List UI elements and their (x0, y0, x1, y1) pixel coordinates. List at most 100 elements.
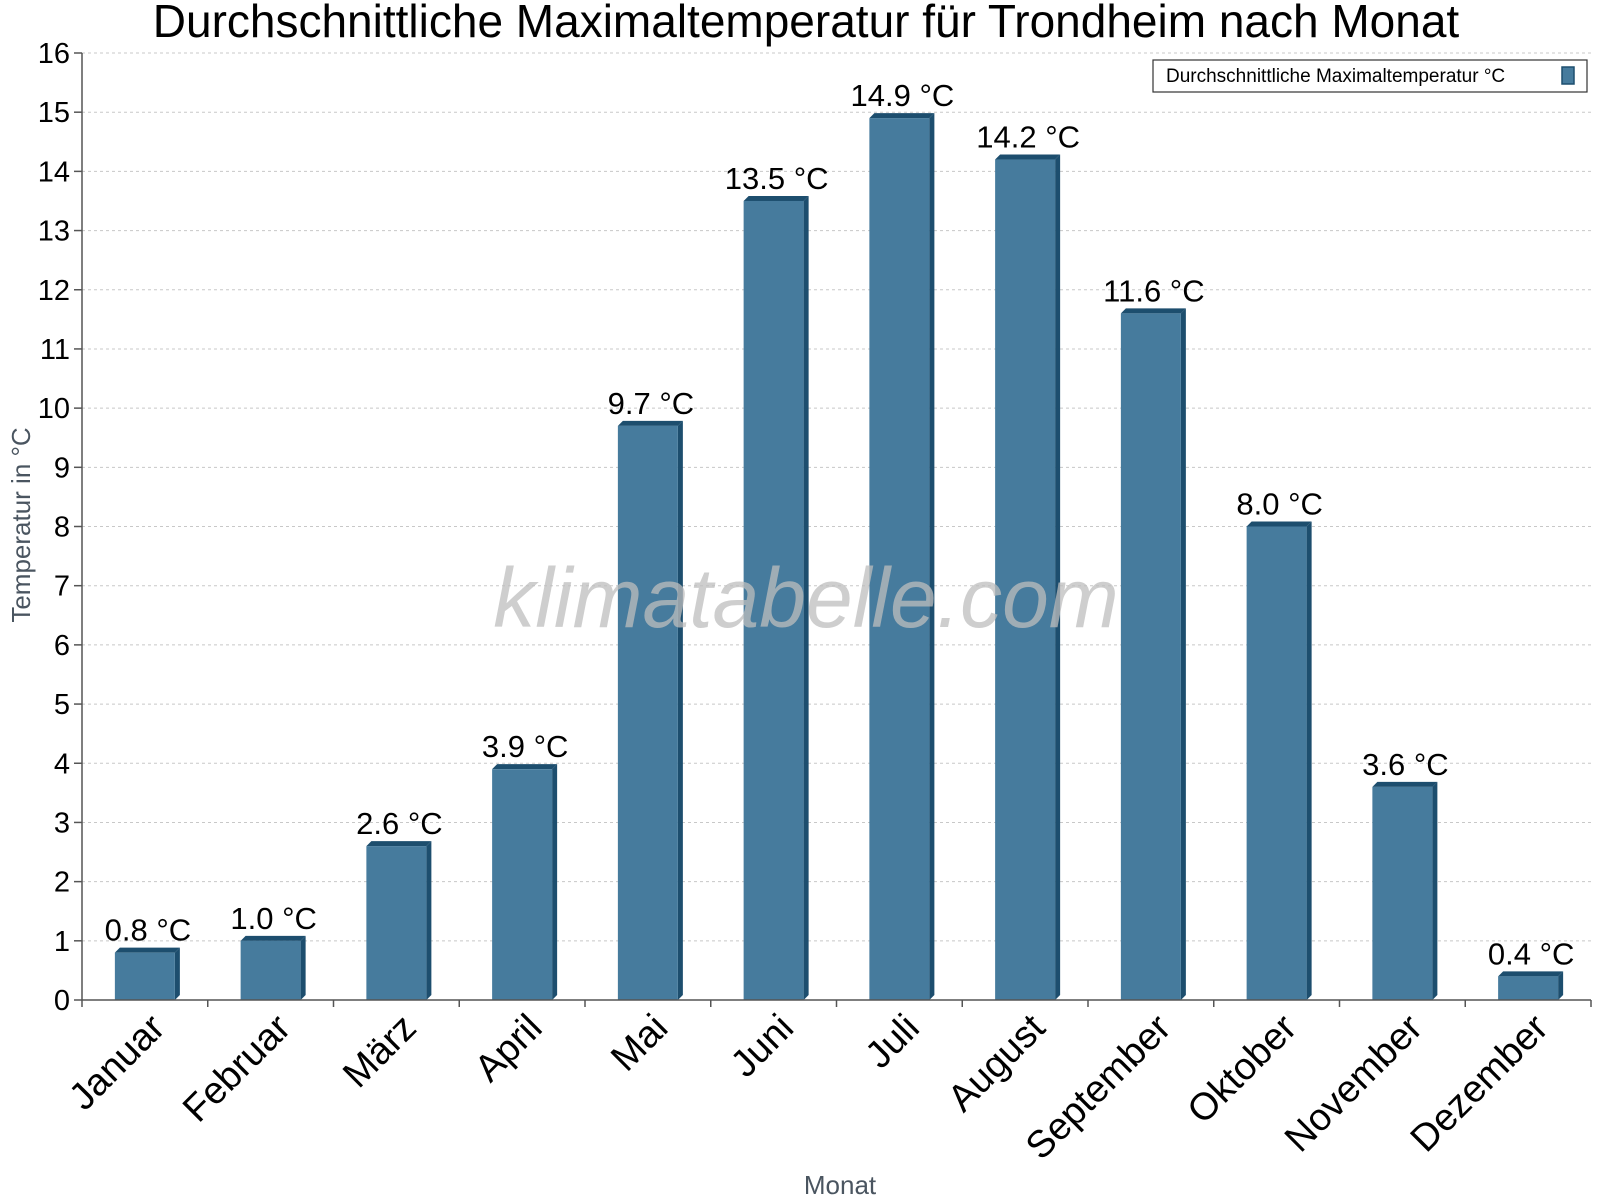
x-tick-label: April (467, 1007, 550, 1090)
bar-top (1372, 781, 1438, 787)
bar (1120, 308, 1186, 1000)
legend-swatch (1561, 66, 1575, 85)
value-labels: 0.8 °C 1.0 °C 2.6 °C 3.9 °C 9.7 °C 13.5 °C 14.… (105, 78, 1575, 971)
x-tick-label: November (1277, 1006, 1431, 1160)
bar-front (240, 940, 301, 1000)
bar (617, 420, 683, 1001)
y-tick-label: 4 (54, 748, 70, 780)
watermark: klimatabelle.com (493, 551, 1119, 645)
bar-side (552, 764, 558, 1000)
y-axis-label: Temperatur in °C (6, 427, 36, 622)
bar (114, 947, 180, 1000)
bar-top (1498, 971, 1564, 977)
data-label: 11.6 °C (1103, 273, 1204, 308)
bar-side (1055, 154, 1061, 1001)
y-tick-label: 2 (54, 867, 70, 899)
bar-top (617, 420, 683, 426)
bar-front (114, 952, 175, 1000)
bar-front (869, 118, 930, 1000)
bar-top (240, 935, 306, 941)
bar-front (995, 159, 1056, 1001)
bar-top (743, 195, 809, 201)
bar-side (803, 195, 809, 1000)
y-tick-label: 12 (38, 275, 70, 307)
bar-side (677, 420, 683, 1001)
legend-label: Durchschnittliche Maximaltemperatur °C (1166, 66, 1505, 87)
x-tick-label: Januar (61, 1006, 173, 1118)
y-tick-label: 9 (54, 452, 70, 484)
bar (366, 841, 432, 1000)
y-tick-label: 15 (38, 97, 70, 129)
axes (81, 53, 1591, 1001)
y-tick-label: 10 (38, 393, 70, 425)
y-tick-label: 16 (38, 38, 70, 70)
bar-side (426, 841, 432, 1000)
bar-top (492, 764, 558, 770)
bar (492, 764, 558, 1000)
bar-top (995, 154, 1061, 160)
data-label: 0.8 °C (105, 913, 192, 948)
bar-front (1372, 786, 1433, 1000)
x-tick-label: Dezember (1403, 1006, 1557, 1160)
y-tick-label: 8 (54, 512, 70, 544)
bar (240, 935, 306, 1000)
data-label: 1.0 °C (230, 901, 317, 936)
bar (1498, 971, 1564, 1000)
x-axis-label: Monat (804, 1170, 877, 1200)
x-tick-label: Februar (175, 1006, 299, 1130)
x-tick-label: Juni (723, 1007, 802, 1086)
y-tick-label: 11 (40, 334, 70, 366)
bar (995, 154, 1061, 1001)
x-tick-label: Mai (603, 1007, 676, 1080)
bar-side (1180, 308, 1186, 1000)
bar-side (1432, 781, 1438, 1000)
chart-title: Durchschnittliche Maximaltemperatur für … (153, 0, 1460, 47)
bars (114, 113, 1564, 1001)
x-tick-label: Juli (858, 1007, 928, 1077)
data-label: 14.9 °C (851, 78, 955, 113)
bar-front (492, 769, 553, 1000)
grid (82, 52, 1591, 942)
y-tick-label: 6 (54, 630, 70, 662)
y-tick-label: 14 (38, 156, 70, 188)
y-tick-label: 13 (38, 216, 70, 248)
bar-side (1558, 971, 1564, 1000)
y-tick-label: 3 (54, 807, 70, 839)
legend-box (1152, 59, 1588, 93)
bar-top (1120, 308, 1186, 314)
x-tick-label: August (940, 1006, 1054, 1120)
y-tick-label: 1 (54, 926, 70, 958)
bar-top (114, 947, 180, 953)
data-label: 8.0 °C (1236, 487, 1323, 522)
bar-top (869, 113, 935, 119)
data-label: 13.5 °C (725, 161, 829, 196)
x-ticks: Januar Februar März April Mai Juni Juli AugustS… (61, 1000, 1592, 1168)
y-tick-label: 0 (54, 985, 70, 1017)
bar-side (1306, 521, 1312, 1000)
bar (869, 113, 935, 1000)
bar (1246, 521, 1312, 1000)
data-label: 2.6 °C (356, 806, 443, 841)
data-label: 3.9 °C (482, 729, 569, 764)
bar-front (366, 846, 427, 1000)
y-tick-label: 7 (54, 571, 70, 603)
bar-top (366, 841, 432, 847)
bar (1372, 781, 1438, 1000)
bar-front (1246, 526, 1307, 1000)
bar-front (1120, 313, 1181, 1000)
bar-side (929, 113, 935, 1000)
bar-front (617, 425, 678, 1001)
bar (743, 195, 809, 1000)
bar-front (743, 200, 804, 1000)
data-label: 3.6 °C (1362, 747, 1449, 782)
y-tick-label: 5 (54, 689, 70, 721)
bar-side (300, 935, 306, 1000)
legend: Durchschnittliche Maximaltemperatur °C (1152, 59, 1588, 93)
bar-front (1498, 976, 1559, 1000)
data-label: 9.7 °C (608, 386, 695, 421)
data-label: 14.2 °C (976, 120, 1080, 155)
bar-top (1246, 521, 1312, 527)
bar-side (174, 947, 180, 1000)
